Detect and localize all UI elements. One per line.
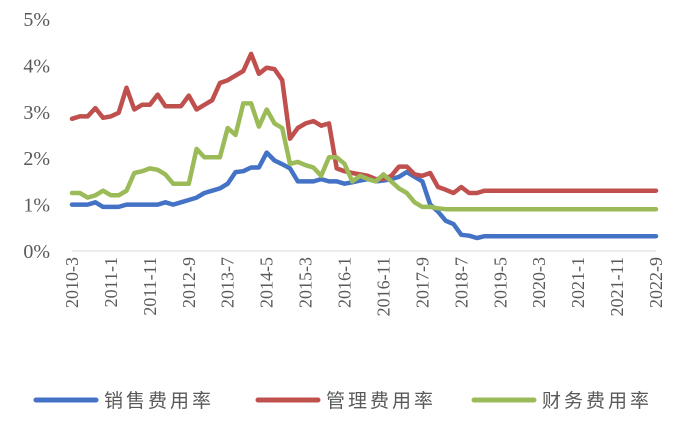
x-tick-label: 2015-3 <box>296 257 316 308</box>
x-tick-label: 2017-9 <box>412 257 432 308</box>
x-tick-label: 2016-11 <box>373 257 393 316</box>
x-tick-label: 2012-9 <box>179 257 199 308</box>
x-tick-label: 2019-5 <box>490 257 510 308</box>
x-tick-label: 2022-9 <box>646 257 666 308</box>
legend: 销售费用率 管理费用率 财务费用率 <box>33 390 652 412</box>
x-tick-label: 2020-3 <box>529 257 549 308</box>
x-tick-label: 2021-11 <box>607 257 627 316</box>
y-tick-label: 0% <box>23 241 50 263</box>
series-line <box>69 150 659 241</box>
legend-label: 财务费用率 <box>542 390 652 412</box>
y-axis-ticks: 0% 1% 2% 3% 4% 5% <box>23 9 50 263</box>
x-tick-label: 2013-7 <box>218 257 238 308</box>
legend-label: 管理费用率 <box>326 390 436 412</box>
y-tick-label: 1% <box>23 195 50 217</box>
y-tick-label: 4% <box>23 55 50 77</box>
x-tick-label: 2018-7 <box>451 257 471 308</box>
y-tick-label: 3% <box>23 102 50 124</box>
y-tick-label: 2% <box>23 148 50 170</box>
y-tick-label: 5% <box>23 9 50 31</box>
series-lines <box>69 51 659 241</box>
x-axis: 2010-3 2011-1 2011-11 2012-9 2013-7 2014-5 201… <box>62 250 666 316</box>
x-tick-label: 2011-11 <box>140 257 160 316</box>
series-line <box>69 101 659 212</box>
x-tick-label: 2014-5 <box>257 257 277 308</box>
legend-label: 销售费用率 <box>104 390 214 412</box>
x-tick-label: 2011-1 <box>101 257 121 307</box>
x-tick-label: 2016-1 <box>335 257 355 308</box>
x-tick-label: 2010-3 <box>62 257 82 308</box>
x-tick-label: 2021-1 <box>568 257 588 308</box>
